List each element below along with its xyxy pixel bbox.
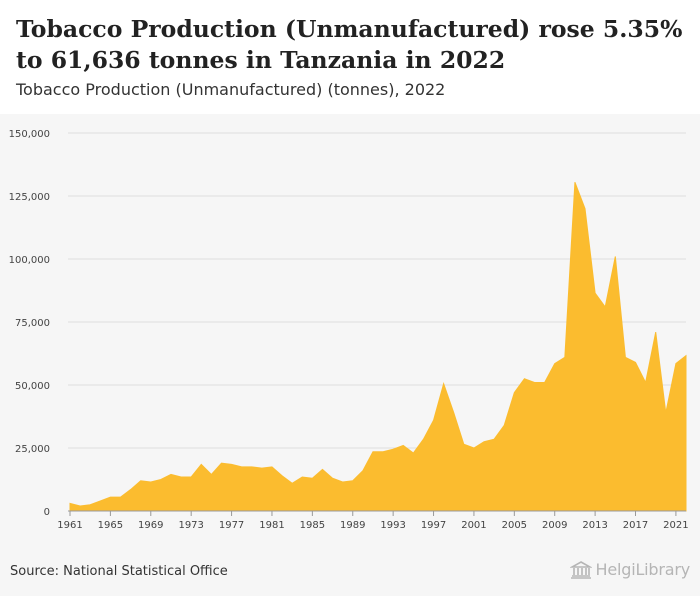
data-point[interactable] xyxy=(622,354,628,360)
data-point[interactable] xyxy=(178,474,184,480)
data-point[interactable] xyxy=(501,422,507,428)
data-point[interactable] xyxy=(451,410,457,416)
x-tick-label: 1993 xyxy=(380,520,405,531)
data-point[interactable] xyxy=(168,471,174,477)
x-tick-label: 1973 xyxy=(178,520,203,531)
y-axis-labels: 0 25,000 50,000 75,000 100,000 125,000 150,000 xyxy=(9,129,50,518)
data-point[interactable] xyxy=(107,494,113,500)
x-axis: 1961 1965 1969 1973 1977 1981 1985 1989 1993 1997… xyxy=(57,510,689,531)
x-tick-label: 2017 xyxy=(623,520,648,531)
data-point[interactable] xyxy=(87,502,93,508)
data-point[interactable] xyxy=(198,461,204,467)
x-tick-label: 1981 xyxy=(259,520,284,531)
data-point[interactable] xyxy=(663,410,669,416)
data-point[interactable] xyxy=(431,417,437,423)
data-point[interactable] xyxy=(592,290,598,296)
data-point[interactable] xyxy=(370,449,376,455)
data-point[interactable] xyxy=(249,464,255,470)
y-tick-label: 100,000 xyxy=(9,255,50,266)
data-point[interactable] xyxy=(319,466,325,472)
data-point[interactable] xyxy=(229,461,235,467)
data-point[interactable] xyxy=(330,475,336,481)
data-point[interactable] xyxy=(350,478,356,484)
library-building-icon xyxy=(569,560,592,579)
y-tick-label: 25,000 xyxy=(15,444,50,455)
y-tick-label: 125,000 xyxy=(9,192,50,203)
data-point[interactable] xyxy=(602,304,608,310)
data-point[interactable] xyxy=(532,379,538,385)
area-series xyxy=(69,181,687,512)
data-point[interactable] xyxy=(511,390,517,396)
data-point[interactable] xyxy=(481,439,487,445)
area-chart: 0 25,000 50,000 75,000 100,000 125,000 150,000… xyxy=(9,129,689,531)
data-point[interactable] xyxy=(128,487,134,493)
data-point[interactable] xyxy=(572,179,578,185)
chart-subtitle: Tobacco Production (Unmanufactured) (ton… xyxy=(16,80,446,99)
data-point[interactable] xyxy=(471,445,477,451)
x-tick-label: 1965 xyxy=(98,520,123,531)
data-point[interactable] xyxy=(633,359,639,365)
x-tick-label: 2013 xyxy=(582,520,607,531)
data-point[interactable] xyxy=(77,503,83,509)
data-point[interactable] xyxy=(673,361,679,367)
data-point[interactable] xyxy=(218,460,224,466)
x-tick-label: 1969 xyxy=(138,520,163,531)
data-point[interactable] xyxy=(542,379,548,385)
data-point[interactable] xyxy=(562,354,568,360)
data-point[interactable] xyxy=(360,468,366,474)
x-tick-label: 2001 xyxy=(461,520,486,531)
y-tick-label: 150,000 xyxy=(9,129,50,140)
data-point[interactable] xyxy=(420,436,426,442)
data-point[interactable] xyxy=(390,446,396,452)
x-tick-label: 1961 xyxy=(57,520,82,531)
data-point[interactable] xyxy=(259,465,265,471)
x-tick-label: 2021 xyxy=(663,520,688,531)
x-tick-label: 1989 xyxy=(340,520,365,531)
data-point[interactable] xyxy=(239,464,245,470)
data-area-series xyxy=(67,179,689,512)
source-note: Source: National Statistical Office xyxy=(10,564,228,579)
data-point[interactable] xyxy=(683,353,689,359)
helgilibrary-logo: HelgiLibrary xyxy=(569,560,691,579)
data-point[interactable] xyxy=(643,379,649,385)
x-tick-label: 1977 xyxy=(219,520,244,531)
data-point[interactable] xyxy=(269,464,275,470)
data-point[interactable] xyxy=(582,206,588,212)
y-tick-label: 75,000 xyxy=(15,318,50,329)
data-point[interactable] xyxy=(117,494,123,500)
x-tick-label: 2009 xyxy=(542,520,567,531)
data-point[interactable] xyxy=(148,479,154,485)
data-point[interactable] xyxy=(289,480,295,486)
data-point[interactable] xyxy=(309,475,315,481)
data-point[interactable] xyxy=(400,442,406,448)
data-point[interactable] xyxy=(491,436,497,442)
data-point[interactable] xyxy=(552,361,558,367)
data-point[interactable] xyxy=(441,381,447,387)
data-point[interactable] xyxy=(653,329,659,335)
data-point[interactable] xyxy=(299,474,305,480)
data-point[interactable] xyxy=(410,450,416,456)
chart-title: Tobacco Production (Unmanufactured) rose… xyxy=(16,15,683,74)
data-point[interactable] xyxy=(158,477,164,483)
data-point[interactable] xyxy=(612,253,618,259)
x-tick-label: 1985 xyxy=(300,520,325,531)
y-tick-label: 0 xyxy=(44,507,50,518)
x-tick-label: 1997 xyxy=(421,520,446,531)
y-tick-label: 50,000 xyxy=(15,381,50,392)
data-point[interactable] xyxy=(67,500,73,506)
data-point[interactable] xyxy=(188,474,194,480)
data-point[interactable] xyxy=(380,449,386,455)
data-point[interactable] xyxy=(208,471,214,477)
data-point[interactable] xyxy=(279,473,285,479)
data-point[interactable] xyxy=(521,376,527,382)
data-point[interactable] xyxy=(97,498,103,504)
data-point[interactable] xyxy=(340,479,346,485)
logo-wordmark: HelgiLibrary xyxy=(595,560,691,579)
data-point[interactable] xyxy=(138,478,144,484)
data-point[interactable] xyxy=(461,441,467,447)
x-tick-label: 2005 xyxy=(502,520,527,531)
